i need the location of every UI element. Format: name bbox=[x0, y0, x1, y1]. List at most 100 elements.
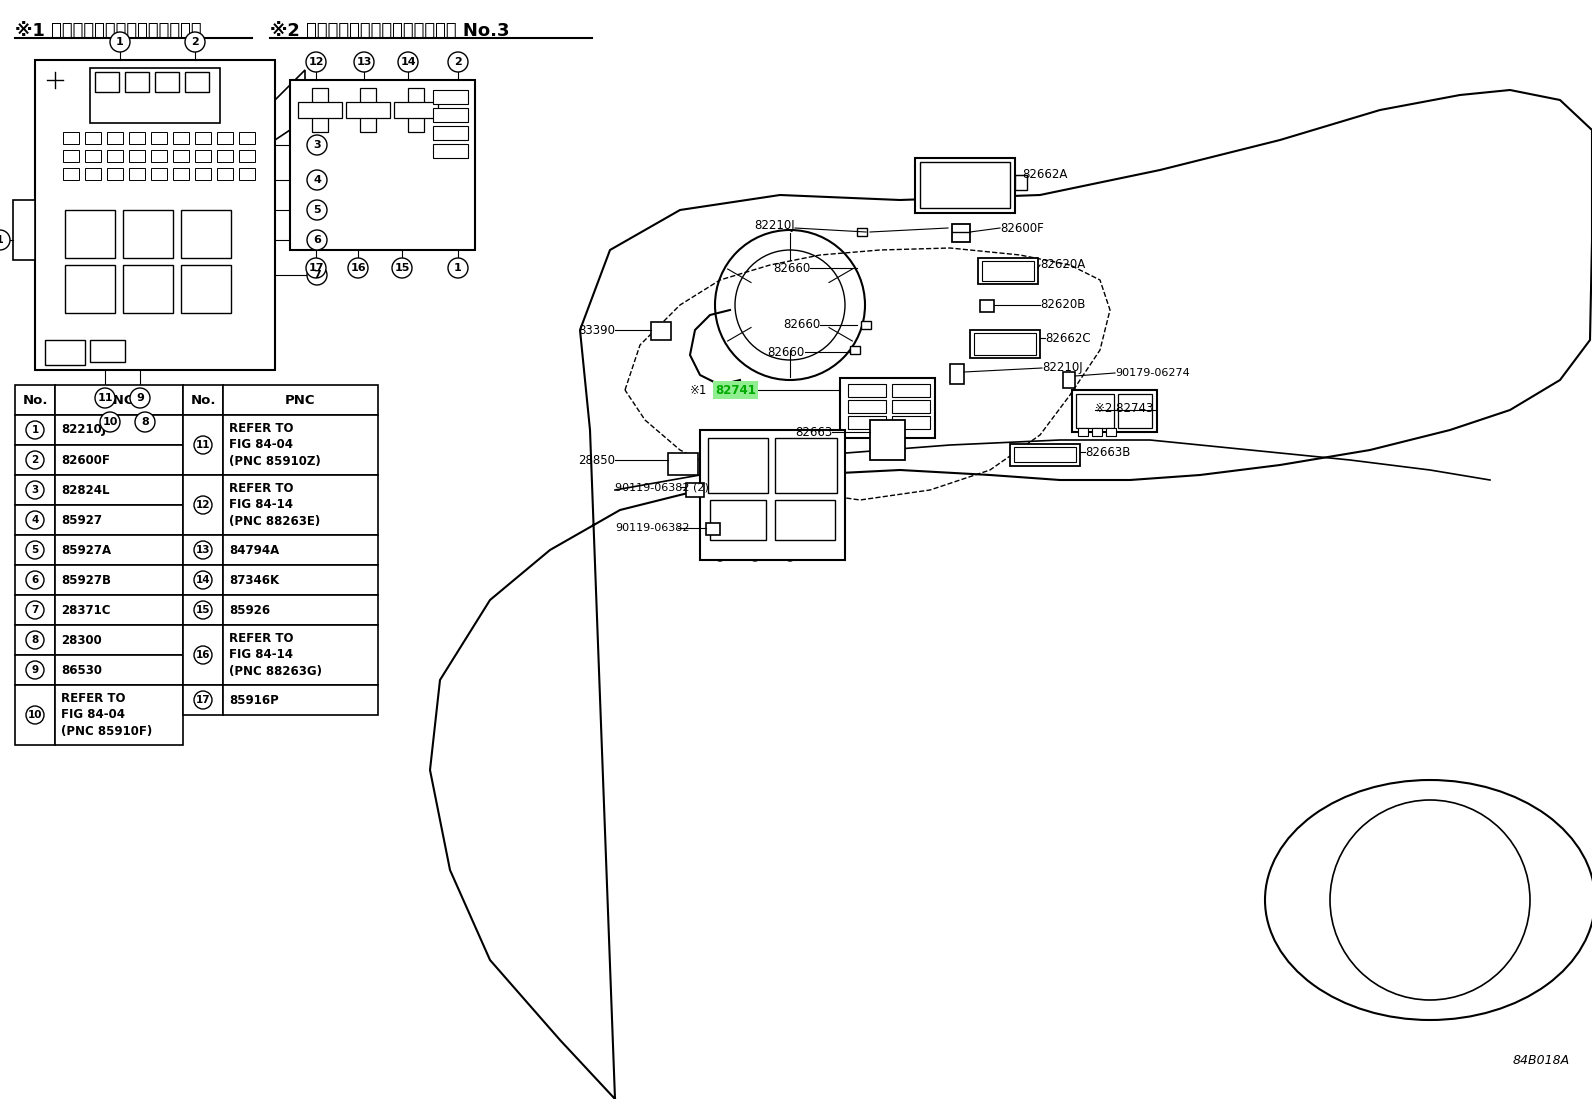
Text: 82662C: 82662C bbox=[1044, 332, 1091, 344]
Bar bbox=[84, 149, 100, 162]
Bar bbox=[56, 445, 183, 475]
Circle shape bbox=[135, 412, 154, 432]
Bar bbox=[151, 149, 167, 162]
Bar bbox=[126, 73, 150, 92]
Bar bbox=[181, 210, 231, 258]
Bar bbox=[1071, 390, 1157, 432]
Bar bbox=[705, 523, 720, 535]
Bar bbox=[64, 132, 80, 144]
Text: 13: 13 bbox=[196, 545, 210, 555]
Circle shape bbox=[307, 265, 326, 285]
Text: 84B018A: 84B018A bbox=[1512, 1054, 1570, 1066]
Text: 17: 17 bbox=[309, 263, 323, 273]
Circle shape bbox=[306, 258, 326, 278]
Bar bbox=[296, 225, 310, 238]
Bar bbox=[1014, 447, 1076, 462]
Bar bbox=[14, 415, 56, 445]
Circle shape bbox=[306, 52, 326, 73]
Text: 12: 12 bbox=[196, 500, 210, 510]
Bar bbox=[1076, 395, 1114, 428]
Circle shape bbox=[25, 421, 45, 439]
Text: ※2 エンジンルームリレーブロック No.3: ※2 エンジンルームリレーブロック No.3 bbox=[271, 22, 509, 40]
Bar bbox=[974, 333, 1036, 355]
Bar bbox=[56, 655, 183, 685]
Text: No.: No. bbox=[22, 393, 48, 407]
Text: 90179-06274: 90179-06274 bbox=[1114, 368, 1189, 378]
Bar bbox=[174, 132, 189, 144]
Bar bbox=[669, 453, 697, 475]
Bar bbox=[183, 685, 223, 715]
Text: 1: 1 bbox=[454, 263, 462, 273]
Circle shape bbox=[349, 258, 368, 278]
Text: 28850: 28850 bbox=[578, 454, 615, 466]
Bar bbox=[56, 506, 183, 535]
Text: REFER TO
FIG 84-04
(PNC 85910F): REFER TO FIG 84-04 (PNC 85910F) bbox=[60, 692, 153, 737]
Circle shape bbox=[398, 52, 419, 73]
Bar bbox=[64, 168, 80, 180]
Bar bbox=[223, 565, 377, 595]
Text: 90119-06382: 90119-06382 bbox=[615, 523, 689, 533]
Text: 11: 11 bbox=[97, 393, 113, 403]
Bar bbox=[151, 168, 167, 180]
Bar bbox=[708, 439, 767, 493]
Circle shape bbox=[110, 32, 131, 52]
Circle shape bbox=[185, 32, 205, 52]
Text: 16: 16 bbox=[196, 650, 210, 660]
Circle shape bbox=[100, 412, 119, 432]
Bar bbox=[1092, 428, 1102, 436]
Circle shape bbox=[25, 451, 45, 469]
Bar bbox=[433, 90, 468, 104]
Bar bbox=[700, 430, 845, 560]
Text: 2: 2 bbox=[454, 57, 462, 67]
Text: 82663: 82663 bbox=[794, 425, 833, 439]
Bar bbox=[183, 385, 223, 415]
Bar bbox=[107, 168, 123, 180]
Bar bbox=[217, 149, 232, 162]
Circle shape bbox=[25, 706, 45, 724]
Bar bbox=[1016, 175, 1027, 190]
Text: 1: 1 bbox=[0, 235, 3, 245]
Bar bbox=[290, 80, 474, 249]
Text: 5: 5 bbox=[32, 545, 38, 555]
Bar bbox=[360, 88, 376, 132]
Bar bbox=[312, 88, 328, 132]
Text: ※2 82743: ※2 82743 bbox=[1095, 401, 1153, 414]
Text: 14: 14 bbox=[196, 575, 210, 585]
Bar bbox=[892, 417, 930, 429]
Bar bbox=[892, 384, 930, 397]
Bar bbox=[239, 132, 255, 144]
Bar bbox=[710, 500, 766, 540]
Text: 15: 15 bbox=[196, 606, 210, 615]
Text: 15: 15 bbox=[395, 263, 409, 273]
Bar bbox=[1106, 428, 1116, 436]
Text: 82663B: 82663B bbox=[1086, 445, 1130, 458]
Bar bbox=[841, 378, 935, 439]
Text: 82620B: 82620B bbox=[1040, 299, 1086, 311]
Circle shape bbox=[194, 691, 212, 709]
Bar bbox=[56, 625, 183, 655]
Text: 8: 8 bbox=[142, 417, 150, 428]
Bar bbox=[14, 565, 56, 595]
Bar bbox=[154, 73, 178, 92]
Text: ※1: ※1 bbox=[689, 384, 707, 397]
Text: 82660: 82660 bbox=[772, 262, 810, 275]
Bar bbox=[129, 149, 145, 162]
Text: 2: 2 bbox=[191, 37, 199, 47]
Circle shape bbox=[25, 511, 45, 529]
Bar bbox=[239, 149, 255, 162]
Text: ※1 エンジンルームリレーブロック: ※1 エンジンルームリレーブロック bbox=[14, 22, 202, 40]
Bar bbox=[982, 260, 1033, 281]
Text: 85927: 85927 bbox=[60, 513, 102, 526]
Text: 85927B: 85927B bbox=[60, 574, 111, 587]
Bar bbox=[393, 102, 438, 118]
Circle shape bbox=[447, 258, 468, 278]
Bar bbox=[14, 535, 56, 565]
Text: No.: No. bbox=[191, 393, 217, 407]
Text: 82824L: 82824L bbox=[60, 484, 110, 497]
Bar bbox=[194, 149, 212, 162]
Bar bbox=[65, 265, 115, 313]
Bar bbox=[107, 132, 123, 144]
Bar bbox=[14, 385, 56, 415]
Text: 82210J: 82210J bbox=[755, 219, 794, 232]
Bar bbox=[223, 415, 377, 475]
